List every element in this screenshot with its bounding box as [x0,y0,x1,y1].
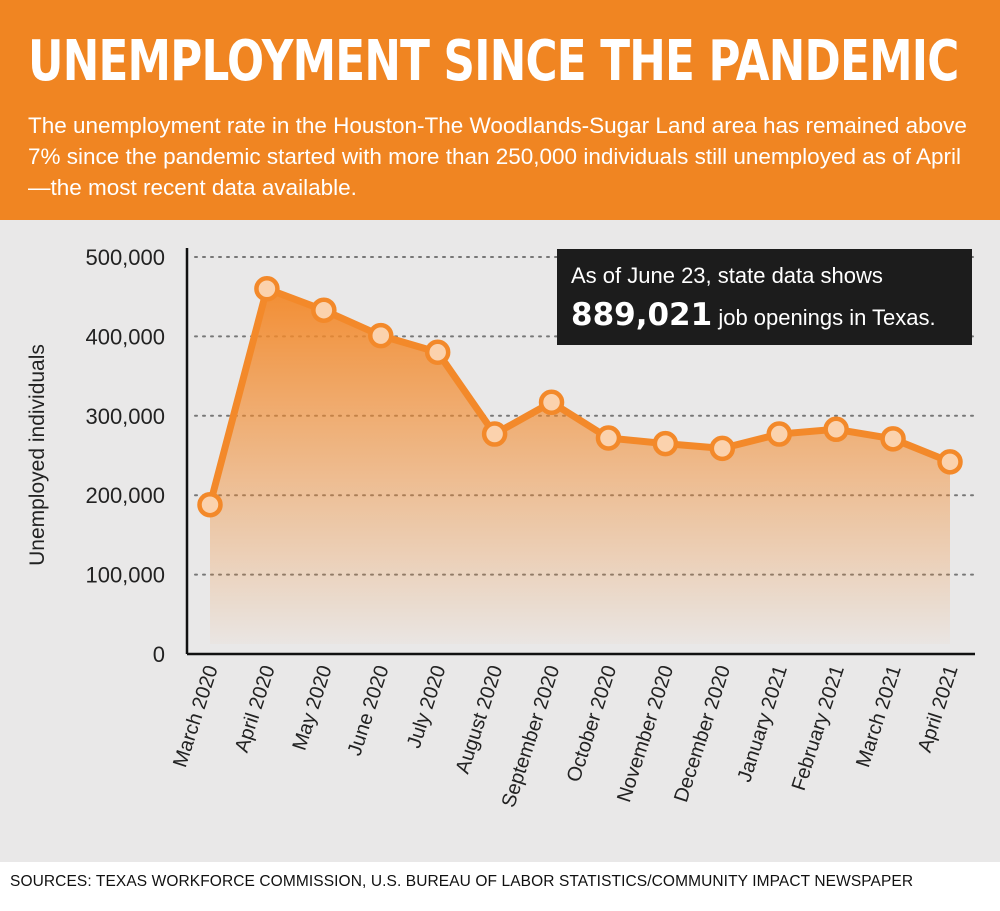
unemployment-chart: 0 100,000 200,000 300,000 400,000 500,000 Unem… [26,245,976,810]
area-fill [210,288,950,644]
data-point [652,430,679,457]
sources-note: SOURCES: TEXAS WORKFORCE COMMISSION, U.S… [10,873,914,890]
data-point [538,389,565,416]
x-tick-label: December 2020 [670,663,735,805]
x-tick-label: May 2020 [289,663,337,753]
y-tick-label: 0 [153,642,165,667]
job-openings-callout: As of June 23, state data shows 889,021 … [557,249,972,345]
x-tick-label: September 2020 [498,663,565,810]
data-point [709,435,736,462]
data-point [254,276,280,302]
data-point [595,425,622,451]
data-point [424,339,451,366]
callout-line-2: 889,021 job openings in Texas. [571,297,936,333]
data-point [311,297,337,323]
chart-subtitle: The unemployment rate in the Houston-The… [28,113,967,200]
data-point [197,491,223,518]
data-point [880,426,906,452]
header-banner: UNEMPLOYMENT SINCE THE PANDEMIC The unem… [0,0,1000,220]
data-point [481,421,508,447]
chart-title: UNEMPLOYMENT SINCE THE PANDEMIC [28,29,959,94]
y-tick-label: 200,000 [85,483,165,508]
x-tick-label: February 2021 [788,663,849,794]
data-point [368,322,394,349]
x-tick-label: October 2020 [563,663,621,785]
callout-line-2-text: job openings in Texas. [712,305,936,330]
callout-line-1: As of June 23, state data shows [571,263,883,288]
x-tick-label: April 2020 [231,663,280,755]
data-point [937,449,963,475]
y-tick-label: 500,000 [85,245,165,270]
data-point [766,421,792,447]
x-tick-label: July 2020 [403,663,450,751]
x-tick-label: August 2020 [452,663,508,777]
x-tick-label: March 2021 [852,663,906,770]
y-tick-label: 400,000 [85,324,165,349]
x-tick-label: March 2020 [169,663,223,770]
y-tick-label: 300,000 [85,404,165,429]
y-axis-title: Unemployed individuals [26,344,49,566]
callout-highlight-number: 889,021 [571,297,713,333]
x-tick-label: January 2021 [734,663,792,785]
x-tick-label: April 2021 [914,663,963,755]
data-point [823,416,849,443]
y-tick-label: 100,000 [85,563,165,588]
x-tick-label: June 2020 [344,663,394,759]
x-tick-label: November 2020 [613,663,678,805]
